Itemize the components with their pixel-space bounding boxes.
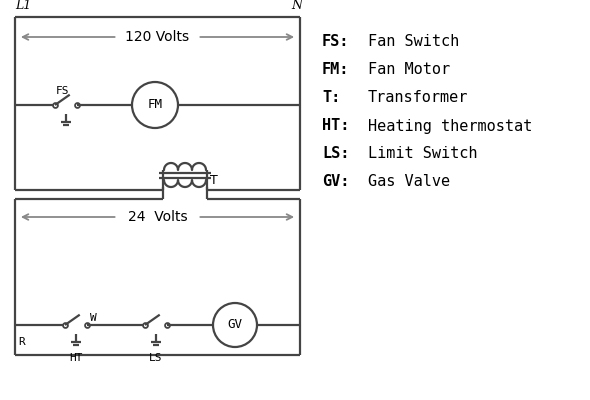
Text: 120 Volts: 120 Volts (126, 30, 189, 44)
Text: N: N (291, 0, 302, 12)
Text: GV: GV (228, 318, 242, 332)
Text: GV:: GV: (322, 174, 349, 190)
Text: Limit Switch: Limit Switch (368, 146, 477, 162)
Text: FM:: FM: (322, 62, 349, 78)
Text: LS:: LS: (322, 146, 349, 162)
Text: HT: HT (69, 353, 83, 363)
Text: LS: LS (149, 353, 163, 363)
Text: FS: FS (56, 86, 70, 96)
Text: FM: FM (148, 98, 162, 112)
Text: Transformer: Transformer (368, 90, 468, 106)
Text: Fan Motor: Fan Motor (368, 62, 450, 78)
Text: 24  Volts: 24 Volts (127, 210, 187, 224)
Text: Heating thermostat: Heating thermostat (368, 118, 532, 134)
Text: L1: L1 (15, 0, 31, 12)
Text: HT:: HT: (322, 118, 349, 134)
Text: Gas Valve: Gas Valve (368, 174, 450, 190)
Text: FS:: FS: (322, 34, 349, 50)
Text: T:: T: (322, 90, 340, 106)
Text: W: W (90, 313, 97, 323)
Text: R: R (18, 337, 25, 347)
Text: Fan Switch: Fan Switch (368, 34, 459, 50)
Text: T: T (210, 174, 218, 186)
